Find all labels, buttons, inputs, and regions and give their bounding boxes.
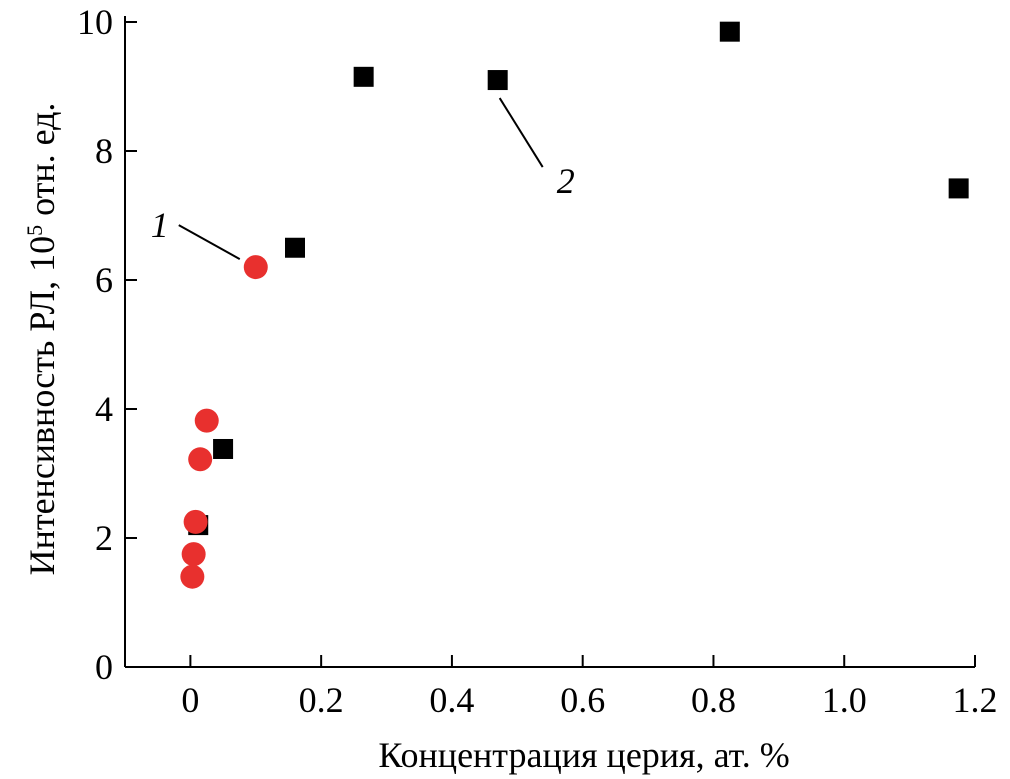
x-tick-label: 1.2 [953, 680, 998, 720]
series-2-point [285, 237, 305, 258]
x-tick-label: 0.2 [299, 680, 344, 720]
series-2-point [948, 178, 969, 199]
series-1-point [180, 564, 205, 589]
x-tick-label: 1.0 [822, 680, 867, 720]
series-1-point [188, 447, 213, 472]
annotations: 12 [151, 97, 575, 260]
x-tick-label: 0 [181, 680, 199, 720]
y-tick-label: 0 [95, 647, 113, 687]
y-axis: 0 2 4 6 8 10 [77, 2, 137, 687]
annotation-1-label: 1 [151, 205, 169, 245]
series-2-point [487, 70, 508, 91]
y-tick-label: 4 [95, 389, 113, 429]
series-1-point [183, 509, 208, 534]
annotation-2-leader [498, 97, 544, 168]
series-1-point [181, 542, 206, 567]
y-axis-title-main: Интенсивность РЛ, 10 [22, 236, 62, 576]
x-tick-label: 0.4 [429, 680, 474, 720]
series-2-point [353, 66, 374, 87]
series-1-point [243, 255, 268, 280]
y-tick-label: 2 [95, 518, 113, 558]
annotation-2-label: 2 [557, 161, 575, 201]
x-tick-label: 0.6 [560, 680, 605, 720]
annotation-1-leader [178, 224, 241, 260]
y-tick-label: 8 [95, 131, 113, 171]
series-2-point [213, 438, 234, 459]
series-1-point [194, 408, 219, 433]
x-axis-title: Концентрация церия, ат. % [378, 735, 789, 775]
y-axis-title-superscript: 5 [22, 225, 47, 236]
y-tick-label: 10 [77, 2, 113, 42]
plot-marks [180, 21, 969, 589]
y-axis-title: Интенсивность РЛ, 105 отн. ед. [22, 103, 63, 576]
series-2-point [719, 21, 740, 42]
x-tick-label: 0.8 [691, 680, 736, 720]
y-axis-title-tail: отн. ед. [22, 103, 62, 225]
x-axis: 0 0.2 0.4 0.6 0.8 1.0 1.2 [125, 655, 998, 720]
y-tick-label: 6 [95, 260, 113, 300]
